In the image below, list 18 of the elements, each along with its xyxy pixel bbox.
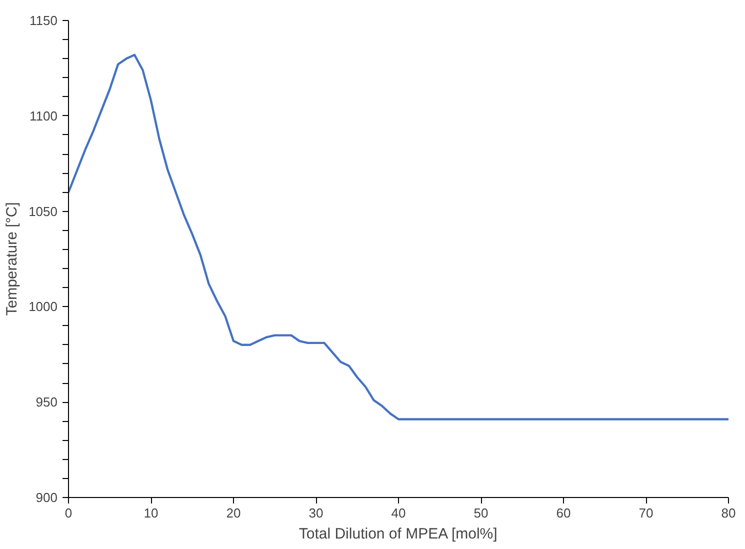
x-tick-label: 70	[638, 506, 654, 520]
x-tick-label: 50	[474, 506, 488, 520]
y-axis-title: Temperature [°C]	[4, 202, 21, 316]
y-tick-label: 900	[36, 490, 58, 505]
x-tick-label: 60	[556, 506, 571, 520]
y-tick-label: 1150	[30, 13, 58, 28]
x-tick-label: 10	[144, 506, 158, 520]
line-series	[68, 54, 728, 420]
x-tick-label: 30	[308, 506, 324, 520]
x-axis-title: Total Dilution of MPEA [mol%]	[298, 526, 498, 542]
y-tick-label: 1100	[30, 108, 58, 124]
x-tick-label: 20	[226, 506, 241, 520]
x-tick-label: 0	[64, 506, 72, 520]
x-tick-label: 80	[721, 506, 736, 520]
y-tick-label: 950	[36, 394, 58, 410]
y-tick-label: 1050	[28, 204, 58, 219]
y-tick-label: 1000	[28, 299, 58, 314]
x-tick-label: 40	[391, 506, 406, 520]
